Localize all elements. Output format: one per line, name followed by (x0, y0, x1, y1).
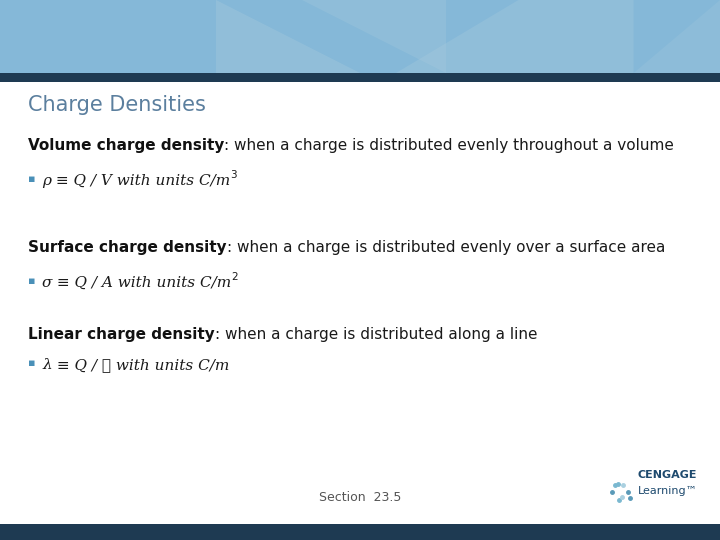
Text: λ: λ (42, 358, 52, 372)
Text: 2: 2 (232, 272, 238, 282)
Text: Section  23.5: Section 23.5 (319, 491, 401, 504)
Text: ▪: ▪ (28, 276, 35, 286)
Text: ≡ Q / A with units C/m: ≡ Q / A with units C/m (53, 276, 232, 290)
Text: 3: 3 (230, 170, 237, 180)
Bar (0, 0, 720, 73)
Text: ≡ Q / V with units C/m: ≡ Q / V with units C/m (51, 174, 230, 188)
Text: ▪: ▪ (28, 358, 35, 368)
Text: Volume charge density: Volume charge density (28, 138, 225, 153)
Text: σ: σ (42, 276, 53, 290)
Polygon shape (518, 0, 720, 73)
Text: ▪: ▪ (28, 174, 35, 184)
Bar (0, 73, 720, 82)
Polygon shape (216, 0, 360, 73)
Text: ρ: ρ (42, 174, 51, 188)
Text: ≡ Q / ℓ with units C/m: ≡ Q / ℓ with units C/m (52, 358, 229, 372)
Text: CENGAGE: CENGAGE (638, 470, 698, 480)
Text: Learning™: Learning™ (638, 486, 698, 496)
Bar (0, 524, 720, 540)
Polygon shape (396, 0, 634, 73)
Text: : when a charge is distributed along a line: : when a charge is distributed along a l… (215, 327, 537, 342)
Text: Surface charge density: Surface charge density (28, 240, 227, 255)
Text: : when a charge is distributed evenly throughout a volume: : when a charge is distributed evenly th… (225, 138, 674, 153)
Text: Charge Densities: Charge Densities (28, 95, 206, 115)
Polygon shape (302, 0, 446, 73)
Text: Linear charge density: Linear charge density (28, 327, 215, 342)
Text: : when a charge is distributed evenly over a surface area: : when a charge is distributed evenly ov… (227, 240, 665, 255)
